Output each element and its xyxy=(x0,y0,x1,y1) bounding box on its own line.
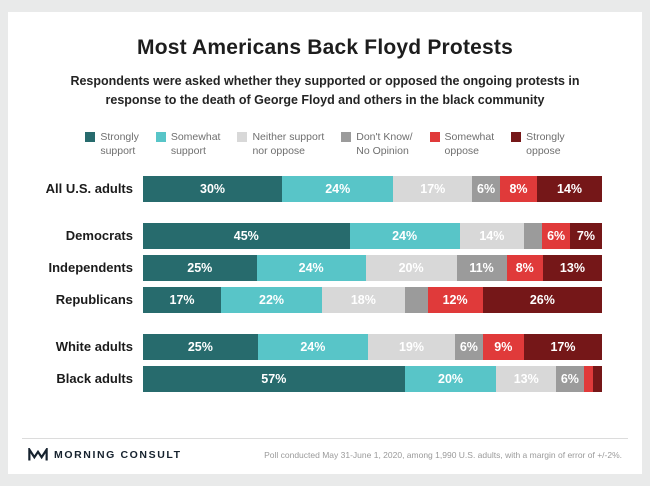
bar-segment: 9% xyxy=(482,333,524,360)
stacked-bar: 57% 20% 13% 6% xyxy=(143,365,603,392)
legend-item: Somewhat oppose xyxy=(429,130,495,158)
bar-group: Democrats 45% 24% 14% 6% 7% Independents 25% 24%… xyxy=(8,222,603,313)
stacked-bar: 17% 22% 18% 12% 26% xyxy=(143,286,603,313)
legend-item: Strongly support xyxy=(85,130,139,158)
stacked-bar: 25% 24% 20% 11% 8% 13% xyxy=(143,254,602,281)
bar-segment: 18% xyxy=(322,286,405,313)
footer: MORNING CONSULT Poll conducted May 31-Ju… xyxy=(22,438,628,468)
bar-segment: 14% xyxy=(537,175,602,202)
stacked-bar: 30% 24% 17% 6% 8% 14% xyxy=(143,175,602,202)
bar-group: All U.S. adults 30% 24% 17% 6% 8% 14% xyxy=(8,175,602,202)
bar-segment xyxy=(592,365,603,392)
bar-segment xyxy=(583,365,593,392)
bar-row: Independents 25% 24% 20% 11% 8% 13% xyxy=(8,254,602,281)
bar-segment: 12% xyxy=(427,286,483,313)
legend-label: Neither support nor oppose xyxy=(252,130,325,157)
stacked-bar: 25% 24% 19% 6% 9% 17% xyxy=(143,333,602,360)
bar-segment: 25% xyxy=(143,333,258,360)
legend-swatch xyxy=(85,131,96,142)
row-label: Republicans xyxy=(55,292,133,308)
legend-swatch xyxy=(341,131,352,142)
bar-segment: 24% xyxy=(257,333,368,360)
bar-segment: 6% xyxy=(455,333,483,360)
bar-group: White adults 25% 24% 19% 6% 9% 17% Black adults… xyxy=(8,333,603,392)
bar-row: White adults 25% 24% 19% 6% 9% 17% xyxy=(8,333,602,360)
legend-item: Somewhat support xyxy=(155,130,221,158)
logo-m-icon xyxy=(28,448,48,461)
legend-swatch xyxy=(511,131,522,142)
chart-card: Most Americans Back Floyd Protests Respo… xyxy=(8,12,642,474)
bar-segment: 6% xyxy=(472,175,500,202)
legend: Strongly support Somewhat support Neither su… xyxy=(8,130,642,158)
row-label: All U.S. adults xyxy=(45,181,133,197)
bar-segment: 25% xyxy=(143,254,257,281)
row-label: White adults xyxy=(55,339,133,355)
bar-segment: 45% xyxy=(143,222,350,249)
bar-row: Republicans 17% 22% 18% 12% 26% xyxy=(8,286,603,313)
bar-row: All U.S. adults 30% 24% 17% 6% 8% 14% xyxy=(8,175,602,202)
bar-segment: 57% xyxy=(143,365,405,392)
bar-segment: 24% xyxy=(282,175,394,202)
source-note: Poll conducted May 31-June 1, 2020, amon… xyxy=(264,450,622,460)
bar-segment: 17% xyxy=(523,333,602,360)
legend-item: Strongly oppose xyxy=(511,130,565,158)
bar-segment: 11% xyxy=(456,254,507,281)
bar-segment: 20% xyxy=(365,254,457,281)
bar-row: Black adults 57% 20% 13% 6% xyxy=(8,365,603,392)
page-title: Most Americans Back Floyd Protests xyxy=(137,36,513,59)
legend-item: Don't Know/No Opinion xyxy=(341,130,413,158)
legend-swatch xyxy=(237,131,248,142)
stacked-bar: 45% 24% 14% 6% 7% xyxy=(143,222,602,249)
bar-segment: 22% xyxy=(221,286,323,313)
bar-segment xyxy=(404,286,428,313)
legend-swatch xyxy=(429,131,440,142)
bar-segment: 13% xyxy=(542,254,602,281)
bar-segment: 30% xyxy=(143,175,283,202)
bar-row: Democrats 45% 24% 14% 6% 7% xyxy=(8,222,602,249)
bar-segment xyxy=(523,222,543,249)
bar-segment: 13% xyxy=(496,365,557,392)
legend-item: Neither support nor oppose xyxy=(237,130,324,158)
bar-segment: 7% xyxy=(569,222,602,249)
legend-label: Somewhat oppose xyxy=(444,130,495,157)
row-label: Independents xyxy=(48,260,133,276)
morning-consult-logo: MORNING CONSULT xyxy=(28,448,182,462)
chart-subtitle: Respondents were asked whether they supp… xyxy=(70,74,580,107)
bar-segment: 6% xyxy=(542,222,570,249)
legend-swatch xyxy=(155,131,166,142)
bar-segment: 19% xyxy=(367,333,456,360)
bar-segment: 17% xyxy=(393,175,473,202)
chart: All U.S. adults 30% 24% 17% 6% 8% 14% Democrats… xyxy=(8,175,642,392)
bar-segment: 17% xyxy=(143,286,222,313)
row-label: Black adults xyxy=(56,371,133,387)
legend-label: Strongly support xyxy=(100,130,139,157)
bar-segment: 14% xyxy=(459,222,524,249)
bar-segment: 24% xyxy=(349,222,460,249)
bar-segment: 26% xyxy=(482,286,603,313)
bar-segment: 8% xyxy=(499,175,538,202)
bar-segment: 8% xyxy=(506,254,543,281)
row-label: Democrats xyxy=(65,228,133,244)
bar-segment: 6% xyxy=(556,365,584,392)
legend-label: Somewhat support xyxy=(170,130,221,157)
bar-segment: 24% xyxy=(256,254,366,281)
legend-label: Strongly oppose xyxy=(526,130,565,157)
legend-label: Don't Know/No Opinion xyxy=(356,130,413,157)
logo-text: MORNING CONSULT xyxy=(54,449,182,461)
bar-segment: 20% xyxy=(404,365,497,392)
